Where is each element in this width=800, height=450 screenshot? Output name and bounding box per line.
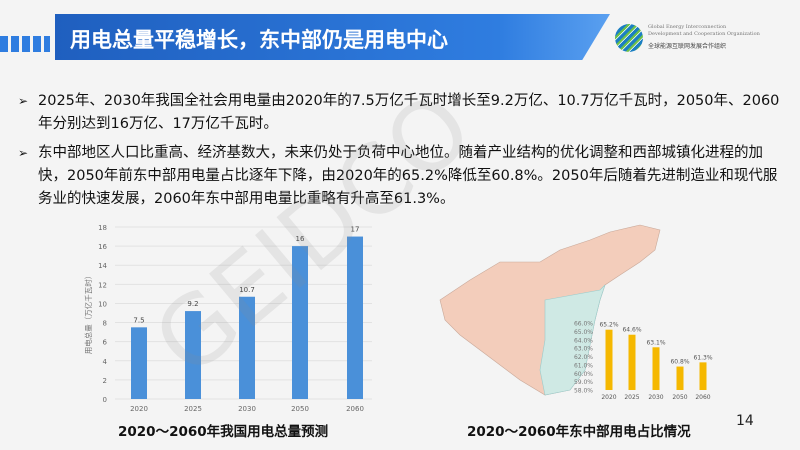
x-tick-label: 2050	[672, 394, 687, 401]
logo-en-2: Development and Cooperation Organization	[648, 31, 760, 37]
bar	[185, 311, 201, 399]
x-tick-label: 2050	[291, 405, 309, 413]
globe-logo-icon	[615, 24, 643, 52]
bar	[292, 246, 308, 399]
bar	[239, 296, 255, 399]
bar	[347, 236, 363, 399]
y-tick-label: 58.0%	[574, 388, 593, 395]
y-tick-label: 63.0%	[574, 346, 593, 353]
y-tick-label: 16	[98, 243, 107, 251]
logo: Global Energy Interconnection Development…	[615, 20, 795, 60]
y-tick-label: 12	[98, 281, 107, 289]
y-tick-label: 62.0%	[574, 354, 593, 361]
y-tick-label: 59.0%	[574, 379, 593, 386]
y-axis-label: 用电总量（万亿千瓦时）	[83, 272, 93, 355]
page-number: 14	[736, 413, 754, 429]
decor-stripes	[0, 36, 50, 52]
y-tick-label: 65.0%	[574, 329, 593, 336]
watermark: GEIDCO	[134, 72, 493, 398]
title-bar	[55, 14, 610, 60]
bar	[652, 347, 660, 390]
data-label: 16	[296, 235, 305, 243]
chart1-caption: 2020～2060年我国用电总量预测	[118, 424, 329, 440]
bar	[699, 362, 707, 390]
bar	[628, 334, 636, 390]
x-tick-label: 2020	[601, 394, 616, 401]
x-tick-label: 2020	[130, 405, 148, 413]
y-tick-label: 6	[103, 339, 108, 347]
y-tick-label: 64.0%	[574, 337, 593, 344]
y-tick-label: 8	[103, 320, 107, 328]
bullet-list: 2025年、2030年我国全社会用电量由2020年的7.5万亿千瓦时增长至9.2…	[18, 90, 788, 217]
x-tick-label: 2030	[238, 405, 256, 413]
x-tick-label: 2060	[695, 394, 710, 401]
y-tick-label: 2	[103, 377, 107, 385]
page-title: 用电总量平稳增长，东中部仍是用电中心	[70, 28, 448, 52]
y-tick-label: 10	[98, 300, 107, 308]
data-label: 65.2%	[599, 322, 618, 329]
east-central-region	[539, 284, 606, 396]
y-tick-label: 60.0%	[574, 371, 593, 378]
chart2-caption: 2020～2060年东中部用电占比情况	[467, 424, 691, 440]
x-tick-label: 2060	[346, 405, 364, 413]
bar	[131, 327, 147, 399]
y-tick-label: 61.0%	[574, 362, 593, 369]
data-label: 63.1%	[646, 339, 665, 346]
y-tick-label: 4	[103, 358, 108, 366]
data-label: 10.7	[239, 286, 255, 294]
x-tick-label: 2025	[624, 394, 639, 401]
data-label: 9.2	[187, 300, 198, 308]
data-label: 61.3%	[693, 354, 712, 361]
bar	[605, 329, 613, 390]
logo-cn: 全球能源互联网发展合作组织	[648, 43, 727, 50]
y-tick-label: 14	[98, 262, 107, 270]
x-tick-label: 2025	[184, 405, 202, 413]
bullet-item: 2025年、2030年我国全社会用电量由2020年的7.5万亿千瓦时增长至9.2…	[18, 90, 788, 136]
x-tick-label: 2030	[648, 394, 663, 401]
y-tick-label: 0	[103, 396, 107, 404]
data-label: 64.6%	[622, 327, 641, 334]
data-label: 17	[351, 226, 360, 234]
bullet-item: 东中部地区人口比重高、经济基数大，未来仍处于负荷中心地位。随着产业结构的优化调整…	[18, 142, 788, 211]
data-label: 7.5	[133, 316, 144, 324]
logo-en-1: Global Energy Interconnection	[648, 24, 727, 30]
bar	[676, 366, 684, 390]
y-tick-label: 18	[98, 224, 107, 232]
data-label: 60.8%	[670, 359, 689, 366]
y-tick-label: 66.0%	[574, 321, 593, 328]
